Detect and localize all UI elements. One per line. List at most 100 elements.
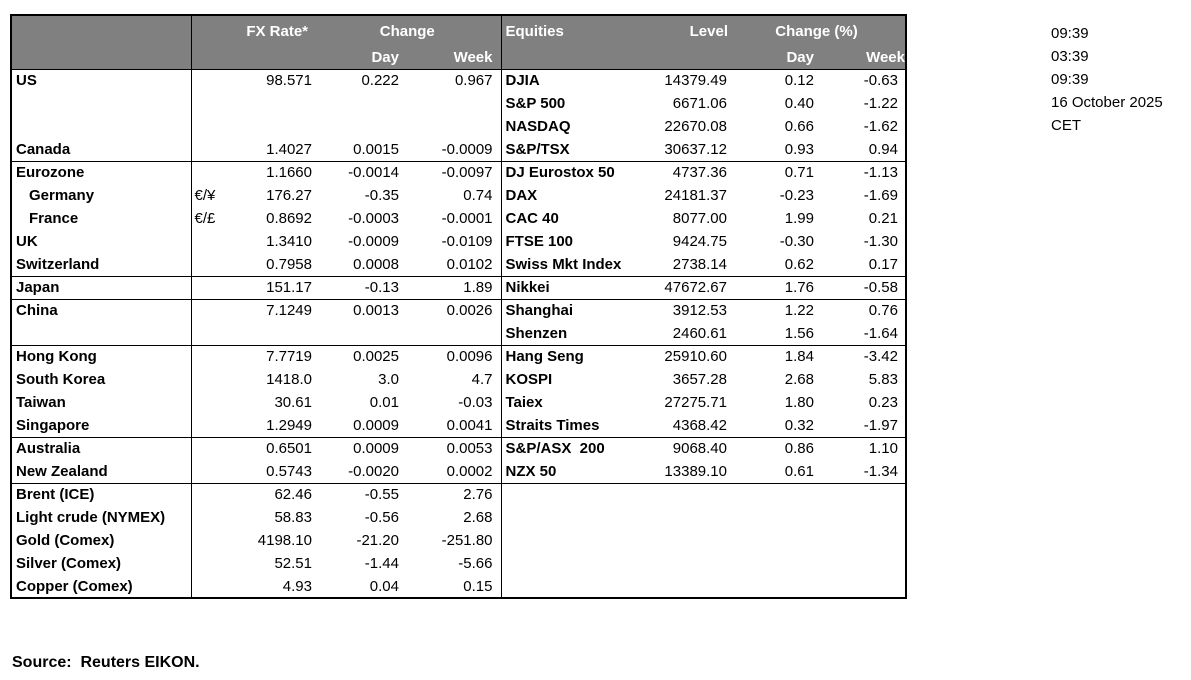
equity-level [651,552,728,575]
fx-rate-value: 58.83 [274,509,312,526]
equity-day-change: 0.66 [784,118,814,135]
table-row: Australia 0.6501 0.0009 0.0053 S&P/ASX 200 90… [11,436,906,460]
fx-row-label: Canada [16,140,71,158]
fx-day-change: 0.0009 [353,416,399,434]
fx-week-change: -0.0109 [441,233,493,250]
table-row: Japan 151.17 -0.13 1.89 Nikkei 47672.67 1.76 -0… [11,275,906,299]
fx-week-change: 0.0026 [401,298,501,322]
fx-row-label: Germany [29,187,95,204]
equity-day-change: 0.40 [784,95,814,112]
equity-week-change: -1.30 [863,233,898,250]
fx-day-change: 0.01 [369,394,399,411]
equity-level: 9068.40 [651,436,728,460]
equity-level: 47672.67 [651,275,728,299]
fx-row-label: Gold (Comex) [16,532,115,549]
fx-row-label: Australia [11,436,191,460]
fx-day-change: -0.56 [364,509,399,526]
equity-label: Shenzen [500,322,651,345]
equity-week-change: -3.42 [816,344,906,368]
fx-week-change [401,322,501,345]
equity-level: 4737.36 [651,160,728,184]
fx-rate-value: 0.7958 [266,255,312,273]
fx-rate-value: 4.93 [282,577,312,595]
fx-day-change: 0.0025 [314,344,401,368]
equity-level [651,506,728,529]
equity-level [651,529,728,552]
equity-label [500,575,651,598]
fx-rate-value [241,322,314,345]
table-row: South Korea 1418.0 3.0 4.7 KOSPI 3657.28 2.68 5… [11,368,906,391]
fx-pair-symbol [190,275,241,299]
fx-pair-symbol [190,460,241,483]
equity-day-change: 0.12 [784,72,814,90]
equity-day-change: 0.86 [728,436,816,460]
fx-row-label [11,92,191,115]
fx-day-change: 3.0 [378,371,399,388]
fx-row-label: Taiwan [16,394,66,411]
fx-row-label: China [11,298,191,322]
level-column-header: Level [651,15,728,47]
fx-pair-symbol [190,414,241,437]
fx-day-change: 0.0013 [314,298,401,322]
fx-pair-symbol [190,92,241,115]
equity-level: 22670.08 [664,118,727,135]
fx-week-change: 2.68 [463,509,493,526]
equity-day-change: -0.23 [779,187,814,204]
fx-row-label: Silver (Comex) [16,555,122,572]
fx-week-change: 0.0102 [446,255,493,273]
table-row: Canada 1.4027 0.0015 -0.0009 S&P/TSX 30637.12… [11,138,906,161]
table-row: Switzerland 0.7958 0.0008 0.0102 Swiss Mkt I… [11,253,906,276]
fx-pair-symbol [190,391,241,414]
footer-notes: Source: Reuters EIKON. * FX Rate for USD… [12,603,830,680]
fx-rate-value: 176.27 [266,187,312,204]
equity-level: 14379.49 [664,72,727,90]
fx-week-change: 0.0041 [446,416,493,434]
fx-pair-symbol [190,436,241,460]
equities-day-subheader: Day [728,47,816,70]
equity-day-change: 0.32 [784,416,814,434]
fx-week-change: 2.76 [401,482,501,506]
fx-day-change: 0.0009 [314,436,401,460]
table-row: Germany €/¥ 176.27 -0.35 0.74 DAX 24181.37 -0.2… [11,184,906,207]
fx-row-label [11,115,191,138]
fx-pair-symbol [190,322,241,345]
fx-week-change [401,92,501,115]
fx-rate-value [241,115,314,138]
table-row: France €/£ 0.8692 -0.0003 -0.0001 CAC 40 8077.… [11,207,906,230]
table-row: US 98.571 0.222 0.967 DJIA 14379.49 0.12 -0.63 [11,69,906,92]
fx-rate-value: 1.3410 [266,233,312,250]
fx-week-subheader: Week [401,47,501,70]
fx-rate-value: 52.51 [274,555,312,572]
table-row: Taiwan 30.61 0.01 -0.03 Taiex 27275.71 1.80 0.2… [11,391,906,414]
fx-rate-value [241,92,314,115]
fx-pair-symbol [190,575,241,598]
equity-day-change [728,482,816,506]
fx-day-change: -1.44 [364,555,399,572]
timestamp-3: 09:39 [1051,71,1089,88]
equity-level: 2460.61 [672,324,727,342]
equity-label: Shanghai [500,298,651,322]
market-data-table: FX Rate* Change Equities Level Change (%… [10,14,907,599]
equity-label [500,529,651,552]
equity-week-change: -0.63 [863,72,898,90]
equity-day-change [728,575,816,598]
equity-level: 2738.14 [672,255,727,273]
fx-pair-symbol [190,69,241,92]
fx-row-label: Copper (Comex) [16,577,133,595]
equity-day-change: 0.71 [728,160,816,184]
fx-row-label: Hong Kong [11,344,191,368]
fx-pair-symbol [190,160,241,184]
fx-week-change: 0.0096 [401,344,501,368]
fx-row-label [11,322,191,345]
equity-label: DJIA [500,69,651,92]
equity-level [651,575,728,598]
equity-week-change: -1.34 [863,462,898,480]
fx-pair-symbol [190,482,241,506]
fx-row-label: UK [16,233,38,250]
fx-week-change [401,115,501,138]
timestamps-block: 09:39 03:39 09:39 16 October 2025 CET [1051,22,1163,137]
equity-level: 9424.75 [672,233,727,250]
fx-week-change: 0.967 [454,72,493,90]
equity-week-change [816,506,906,529]
fx-week-change: 0.0002 [446,462,493,480]
